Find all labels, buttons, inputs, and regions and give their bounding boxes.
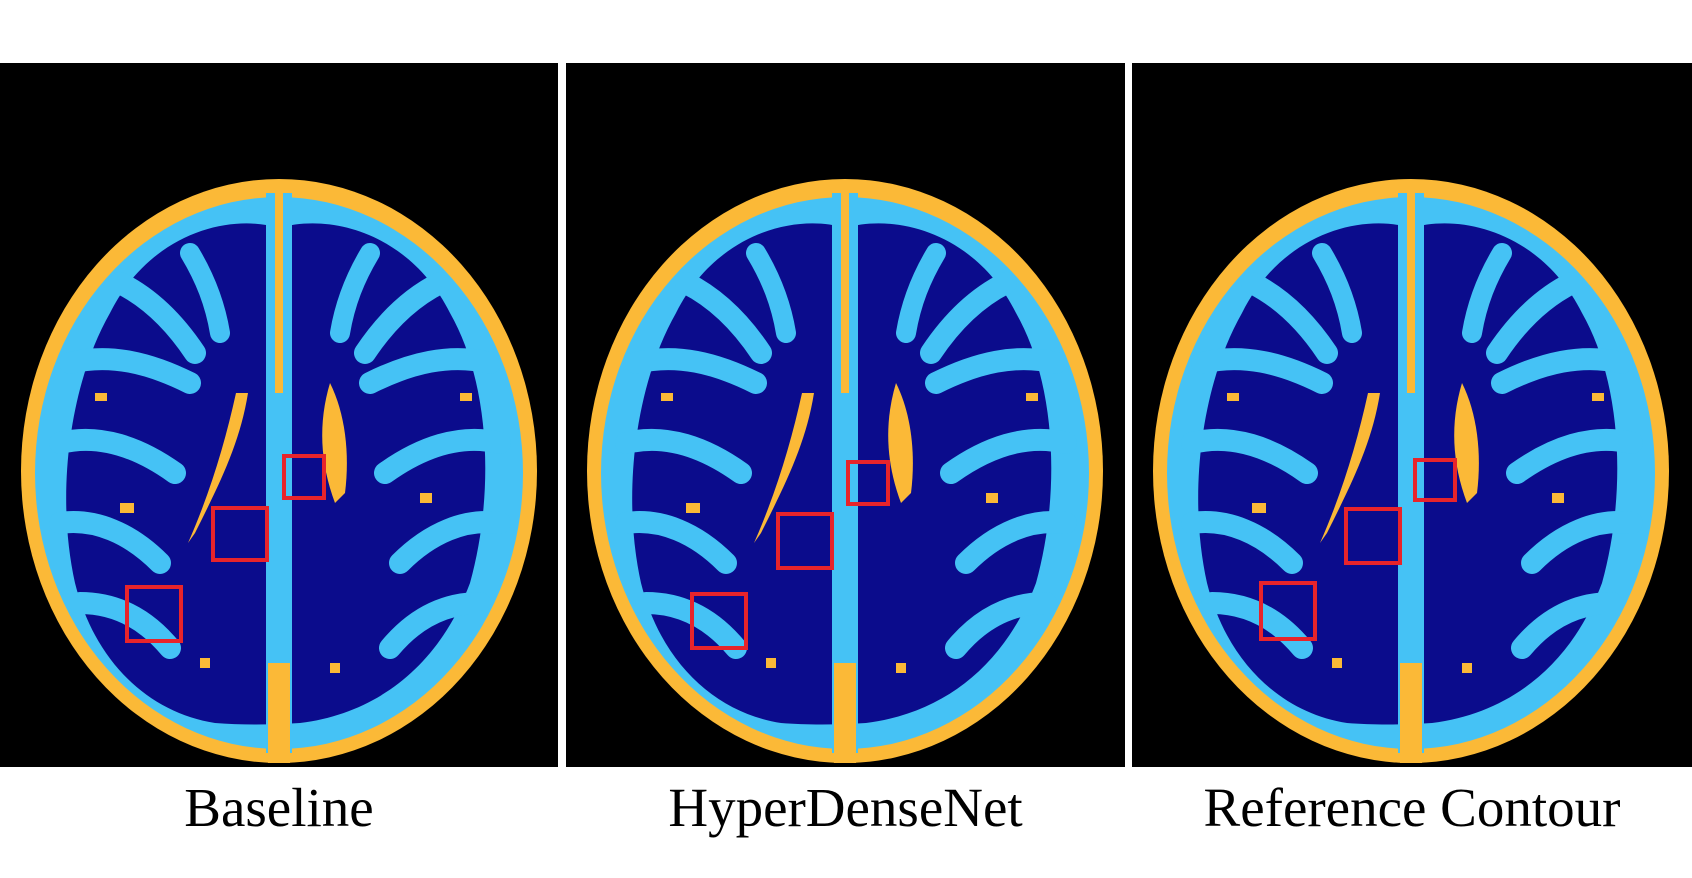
highlight-box: [1344, 507, 1402, 565]
caption-hyperdensenet: HyperDenseNet: [668, 777, 1023, 838]
brain-segmentation-image: [0, 63, 558, 767]
segmentation-panel-hyperdensenet: [566, 63, 1125, 767]
segmentation-panel-baseline: [0, 63, 558, 767]
highlight-box: [282, 454, 326, 500]
highlight-box: [211, 506, 269, 562]
brain-segmentation-image: [1132, 63, 1692, 767]
brain-segmentation-image: [566, 63, 1125, 767]
highlight-box: [776, 512, 834, 570]
highlight-box: [1259, 581, 1317, 641]
highlight-box: [846, 460, 890, 506]
highlight-box: [690, 592, 748, 650]
caption-reference-contour: Reference Contour: [1203, 777, 1621, 838]
segmentation-panel-reference: [1132, 63, 1692, 767]
highlight-box: [1413, 458, 1457, 502]
highlight-box: [125, 585, 183, 643]
caption-baseline: Baseline: [184, 777, 374, 838]
